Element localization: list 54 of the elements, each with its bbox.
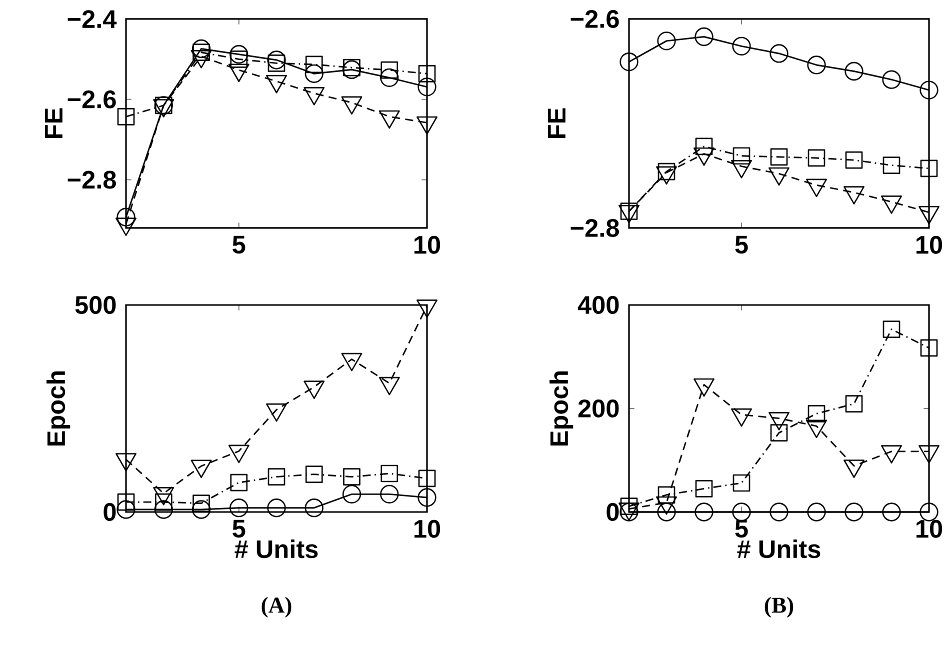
point bbox=[807, 502, 826, 522]
y-tick-label: −2.6 bbox=[570, 10, 619, 28]
x-tick-label: 10 bbox=[414, 236, 440, 254]
y-axis-title: FE bbox=[44, 108, 62, 138]
point bbox=[695, 480, 713, 498]
point bbox=[230, 50, 248, 68]
x-tick-label: 5 bbox=[735, 236, 748, 254]
point bbox=[882, 320, 900, 338]
y-tick-label: 0 bbox=[606, 503, 619, 521]
point bbox=[620, 498, 638, 515]
y-tick-label: −2.6 bbox=[68, 90, 116, 108]
point bbox=[657, 502, 676, 522]
point bbox=[770, 424, 788, 442]
x-tick-label: 5 bbox=[232, 520, 246, 538]
text: (A) bbox=[262, 596, 292, 618]
point bbox=[268, 54, 286, 72]
y-tick-label: 0 bbox=[104, 503, 116, 521]
y-axis-title: FE bbox=[548, 108, 566, 138]
point bbox=[304, 64, 324, 83]
point bbox=[305, 56, 323, 74]
point bbox=[732, 474, 750, 492]
x-tick-label: 5 bbox=[232, 236, 246, 254]
point bbox=[116, 218, 136, 236]
point bbox=[380, 61, 398, 79]
y-tick-label: −2.4 bbox=[68, 10, 117, 28]
y-axis-title: Epoch bbox=[46, 371, 70, 446]
x-axis-title: # Units bbox=[737, 540, 820, 558]
point bbox=[845, 395, 863, 412]
point bbox=[770, 502, 788, 522]
point bbox=[694, 502, 714, 522]
point bbox=[882, 502, 901, 522]
y-tick-label: −2.8 bbox=[570, 219, 619, 237]
point bbox=[418, 64, 436, 82]
y-tick-label: 500 bbox=[75, 296, 116, 314]
y-tick-label: 200 bbox=[578, 400, 619, 418]
point bbox=[117, 108, 135, 126]
point bbox=[418, 78, 436, 96]
x-tick-label: 10 bbox=[916, 520, 942, 538]
y-tick-label: 400 bbox=[578, 296, 619, 314]
y-axis-title: Epoch bbox=[550, 371, 574, 446]
point bbox=[808, 404, 826, 422]
point bbox=[192, 39, 211, 58]
point bbox=[230, 45, 248, 64]
text: (B) bbox=[764, 596, 794, 618]
x-tick-label: 10 bbox=[414, 520, 440, 538]
point bbox=[658, 486, 676, 504]
x-tick-label: 10 bbox=[916, 236, 942, 254]
point bbox=[844, 502, 864, 522]
x-axis-title: # Units bbox=[234, 540, 318, 558]
point bbox=[920, 339, 938, 357]
point bbox=[267, 50, 286, 70]
point bbox=[380, 68, 399, 88]
y-tick-label: −2.8 bbox=[68, 170, 116, 189]
point bbox=[732, 502, 751, 522]
